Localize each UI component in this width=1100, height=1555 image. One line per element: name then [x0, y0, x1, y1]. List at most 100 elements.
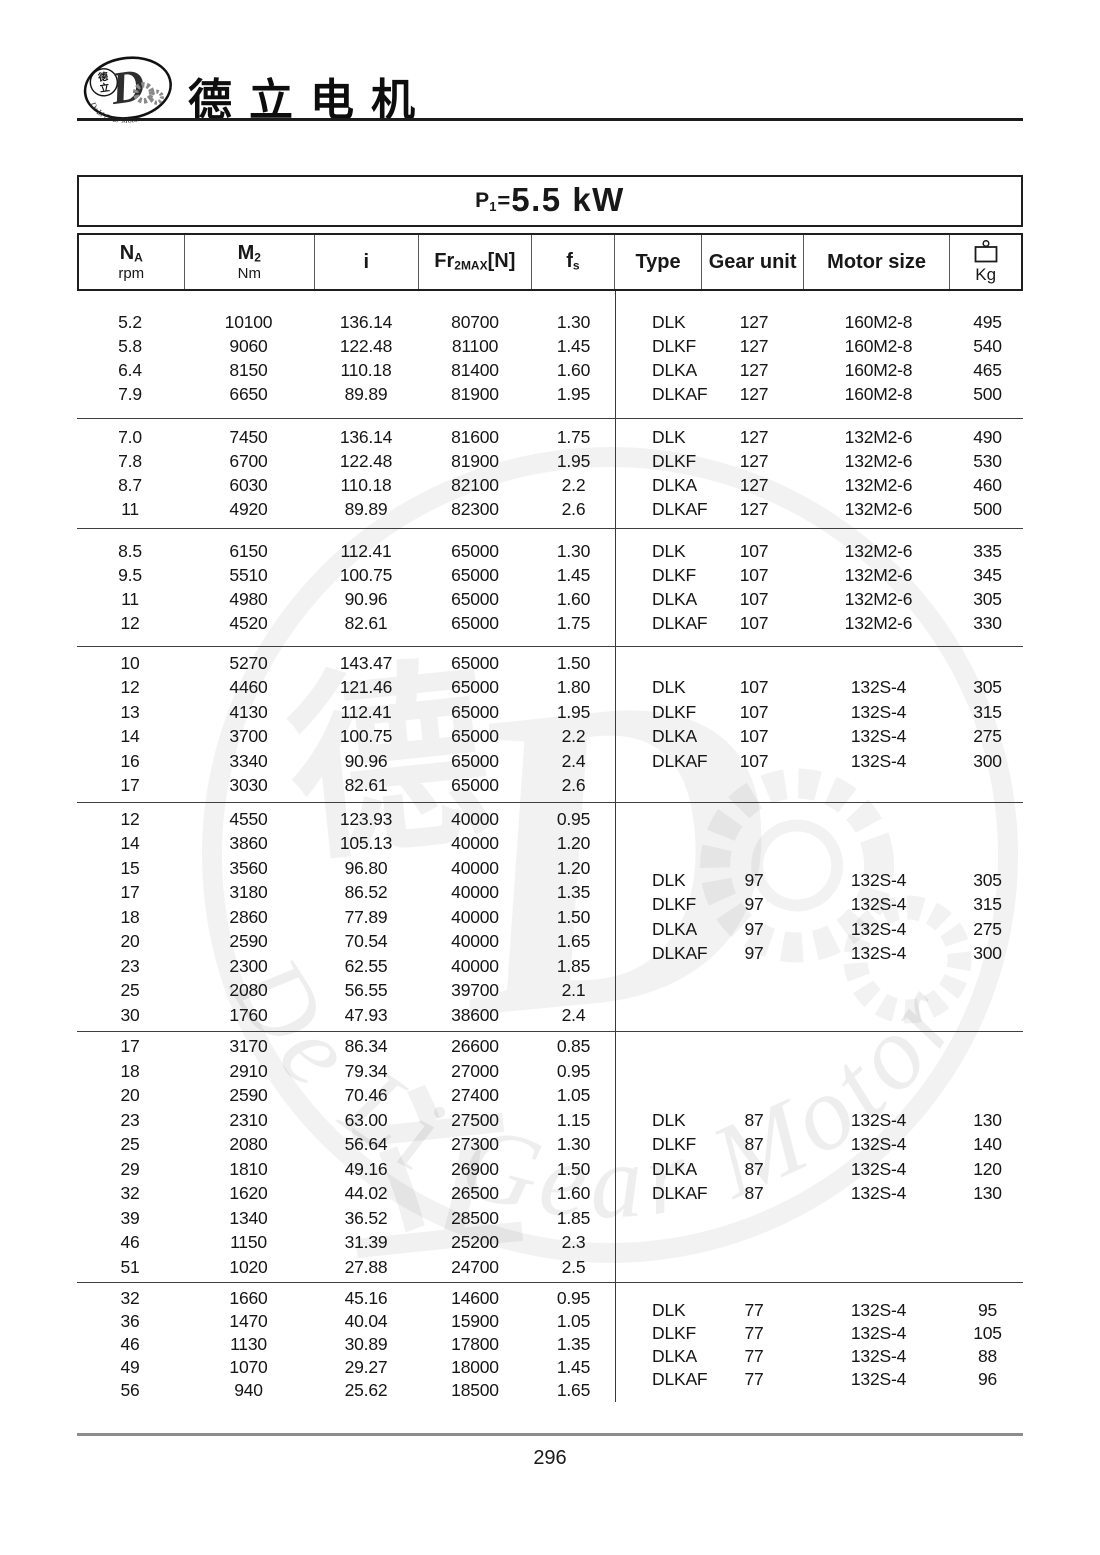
- na-symbol-sub: A: [134, 250, 143, 265]
- gear-unit-value: 127: [739, 427, 769, 447]
- m2-unit: Nm: [237, 264, 261, 282]
- table-row: 7.8 6700 122.48 81900 1.95: [77, 450, 615, 474]
- motor-size-value: 132S-4: [850, 1134, 907, 1155]
- table-row: 18 2910 79.34 27000 0.95: [77, 1059, 615, 1084]
- na-value: 9.5: [118, 565, 142, 585]
- gear-unit-value: 127: [739, 475, 769, 495]
- model-rows: DLK 127 132M2-6 490 DLKF 127 132M2-6 530 DLKA 127…: [615, 419, 1023, 528]
- column-divider: [615, 647, 616, 802]
- fs-value: 1.85: [556, 955, 591, 976]
- gear-unit-value: 87: [744, 1158, 764, 1179]
- ratio-group-1: 5.2 10100 136.14 80700 1.30 5.8 9060 122.48 8110…: [77, 291, 1023, 419]
- type-value: DLK: [652, 541, 686, 561]
- weight-value: 305: [973, 589, 1002, 609]
- gear-unit-value: 107: [739, 701, 769, 722]
- fs-value: 2.5: [561, 1256, 586, 1277]
- fr-symbol-sub: 2MAX: [454, 259, 488, 274]
- type-value: DLKA: [652, 1345, 697, 1366]
- column-divider: [615, 529, 616, 646]
- table-row: 32 1620 44.02 26500 1.60: [77, 1182, 615, 1207]
- ratio-value: 82.61: [344, 775, 388, 796]
- logo-cn-bottom: 立: [99, 81, 111, 95]
- table-body: 5.2 10100 136.14 80700 1.30 5.8 9060 122.48 8110…: [77, 291, 1023, 1434]
- table-row: DLK 127 160M2-8 495: [615, 311, 1023, 335]
- motor-size-value: 160M2-8: [844, 312, 913, 332]
- fs-value: 2.6: [561, 775, 586, 796]
- fr2max-value: 26600: [451, 1036, 499, 1057]
- table-row: 39 1340 36.52 28500 1.85: [77, 1206, 615, 1231]
- table-row: 25 2080 56.55 39700 2.1: [77, 978, 615, 1003]
- type-value: DLKAF: [652, 1183, 708, 1204]
- fr2max-value: 65000: [451, 565, 499, 585]
- fs-value: 1.65: [556, 931, 591, 951]
- motor-size-value: 132S-4: [850, 1183, 907, 1204]
- performance-rows: 32 1660 45.16 14600 0.95 36 1470 40.04 15900 1.05…: [77, 1283, 615, 1434]
- table-row: DLKAF 127 160M2-8 500: [615, 383, 1023, 407]
- gear-unit-value: 97: [744, 943, 764, 964]
- gear-unit-value: 107: [739, 565, 769, 585]
- m2-value: 3170: [229, 1036, 268, 1057]
- fs-value: 2.1: [561, 980, 586, 1000]
- type-value: DLK: [652, 312, 686, 332]
- motor-size-value: 160M2-8: [844, 384, 913, 404]
- ratio-value: 122.48: [339, 451, 393, 471]
- na-value: 5.8: [118, 336, 142, 356]
- table-row: DLKF 107 132S-4 315: [615, 700, 1023, 725]
- type-value: DLK: [652, 1109, 686, 1130]
- na-value: 20: [120, 931, 140, 951]
- title-prefix-sub: 1: [489, 198, 497, 214]
- gear-unit-value: 107: [739, 677, 769, 698]
- fs-value: 0.95: [556, 1060, 591, 1081]
- fr2max-value: 65000: [451, 652, 499, 673]
- na-value: 46: [120, 1232, 140, 1253]
- gear-unit-value: 127: [739, 451, 769, 471]
- fr2max-value: 28500: [451, 1207, 499, 1228]
- fr2max-value: 81900: [451, 451, 499, 471]
- motor-size-value: 132S-4: [850, 701, 907, 722]
- na-value: 25: [120, 980, 140, 1000]
- gear-unit-value: 87: [744, 1109, 764, 1130]
- ratio-value: 40.04: [344, 1311, 388, 1331]
- fr2max-value: 26900: [451, 1158, 499, 1179]
- table-row: DLKF 107 132M2-6 345: [615, 564, 1023, 588]
- m2-value: 3180: [229, 882, 268, 902]
- motor-size-value: 132M2-6: [844, 589, 913, 609]
- ratio-value: 49.16: [344, 1158, 388, 1179]
- type-value: DLKA: [652, 918, 697, 939]
- ratio-value: 100.75: [339, 726, 393, 747]
- fs-value: 1.95: [556, 701, 591, 722]
- ratio-symbol: i: [363, 250, 370, 273]
- ratio-value: 112.41: [340, 701, 392, 722]
- motor-size-value: 132S-4: [850, 918, 907, 939]
- table-row: 46 1150 31.39 25200 2.3: [77, 1231, 615, 1256]
- m2-value: 2860: [229, 906, 268, 927]
- table-row: DLKAF 127 132M2-6 500: [615, 498, 1023, 522]
- m2-value: 1070: [229, 1357, 268, 1377]
- ratio-value: 36.52: [344, 1207, 388, 1228]
- na-value: 39: [120, 1207, 140, 1228]
- fr2max-value: 24700: [451, 1256, 499, 1277]
- fs-value: 1.50: [556, 1158, 591, 1179]
- table-row: 8.7 6030 110.18 82100 2.2: [77, 474, 615, 498]
- fr2max-value: 65000: [451, 701, 499, 722]
- model-rows: DLK 107 132S-4 305 DLKF 107 132S-4 315 DLKA 107 13…: [615, 647, 1023, 802]
- fr-symbol: Fr: [434, 250, 455, 273]
- fs-value: 1.95: [556, 451, 591, 471]
- gear-unit-value: 127: [739, 336, 769, 356]
- column-divider: [615, 419, 616, 528]
- fs-value: 0.85: [556, 1036, 591, 1057]
- m2-value: 6700: [229, 451, 268, 471]
- na-value: 14: [120, 726, 140, 747]
- m2-value: 10100: [224, 312, 273, 332]
- type-value: DLKAF: [652, 750, 708, 771]
- ratio-value: 110.18: [340, 475, 392, 495]
- ratio-value: 63.00: [344, 1109, 388, 1130]
- type-value: DLKAF: [652, 943, 708, 964]
- ratio-value: 121.46: [339, 677, 393, 698]
- m2-value: 2910: [229, 1060, 268, 1081]
- m2-value: 1130: [230, 1334, 267, 1354]
- col-header-m2: M2 Nm: [185, 235, 315, 289]
- fr2max-value: 17800: [451, 1334, 499, 1354]
- type-value: DLKAF: [652, 1368, 708, 1389]
